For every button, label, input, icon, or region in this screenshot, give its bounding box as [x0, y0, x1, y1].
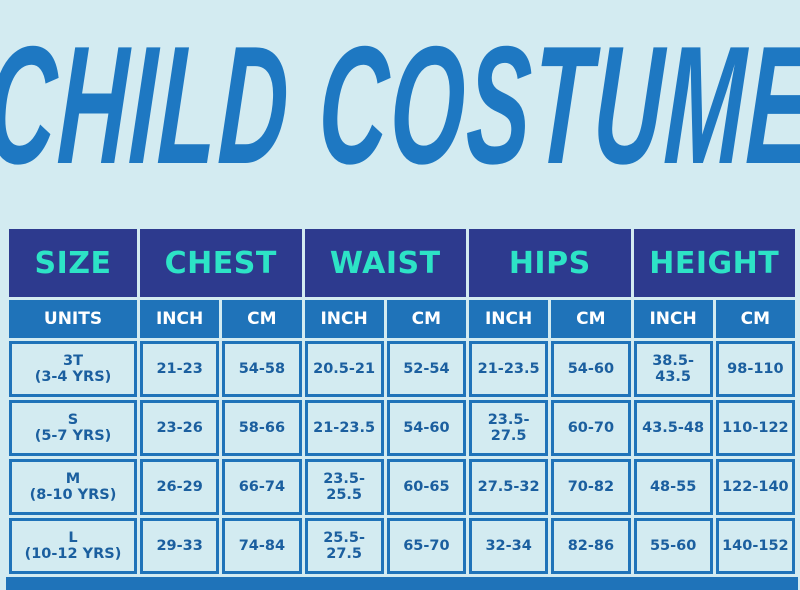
value-cell: 58-66 [222, 400, 302, 456]
size-cell: 3T (3-4 YRS) [9, 341, 137, 397]
unit-cell: INCH [304, 300, 384, 338]
header-height: HEIGHT [633, 229, 795, 297]
unit-cell: CM [386, 300, 466, 338]
value-cell: 20.5-21 [304, 341, 384, 397]
size-label: M [65, 471, 81, 487]
value-cell: 21-23 [140, 341, 220, 397]
value-cell: 110-122 [715, 400, 795, 456]
age-range: (5-7 YRS) [34, 428, 112, 444]
value-cell: 21-23.5 [304, 400, 384, 456]
value-cell: 74-84 [222, 518, 302, 574]
unit-cell: CM [222, 300, 302, 338]
unit-cell: CM [715, 300, 795, 338]
unit-cell: INCH [140, 300, 220, 338]
size-cell: S (5-7 YRS) [9, 400, 137, 456]
unit-cell: INCH [633, 300, 713, 338]
value-cell: 140-152 [715, 518, 795, 574]
value-cell: 38.5-43.5 [633, 341, 713, 397]
title-text: CHILD COSTUME [0, 12, 800, 200]
size-cell: M (8-10 YRS) [9, 459, 137, 515]
value-cell: 60-65 [386, 459, 466, 515]
value-cell: 82-86 [551, 518, 631, 574]
value-cell: 60-70 [551, 400, 631, 456]
value-cell: 21-23.5 [469, 341, 549, 397]
table-row: L (10-12 YRS) 29-33 74-84 25.5-27.5 65-70 32-3… [9, 518, 795, 574]
value-cell: 23-26 [140, 400, 220, 456]
table-row: S (5-7 YRS) 23-26 58-66 21-23.5 54-60 23.5-27.… [9, 400, 795, 456]
value-cell: 23.5-27.5 [469, 400, 549, 456]
value-cell: 54-58 [222, 341, 302, 397]
size-label: 3T [63, 353, 83, 369]
value-cell: 54-60 [551, 341, 631, 397]
value-cell: 23.5-25.5 [304, 459, 384, 515]
value-cell: 25.5-27.5 [304, 518, 384, 574]
value-cell: 29-33 [140, 518, 220, 574]
size-label: S [67, 412, 79, 428]
size-chart-table: SIZE CHEST WAIST HIPS HEIGHT UNITS INCH CM INCH C… [6, 226, 798, 577]
value-cell: 98-110 [715, 341, 795, 397]
header-waist: WAIST [304, 229, 466, 297]
header-row: SIZE CHEST WAIST HIPS HEIGHT [9, 229, 795, 297]
value-cell: 26-29 [140, 459, 220, 515]
value-cell: 32-34 [469, 518, 549, 574]
value-cell: 48-55 [633, 459, 713, 515]
value-cell: 65-70 [386, 518, 466, 574]
table-row: M (8-10 YRS) 26-29 66-74 23.5-25.5 60-65 27.5-… [9, 459, 795, 515]
value-cell: 55-60 [633, 518, 713, 574]
value-cell: 54-60 [386, 400, 466, 456]
value-cell: 122-140 [715, 459, 795, 515]
unit-cell: CM [551, 300, 631, 338]
size-cell: L (10-12 YRS) [9, 518, 137, 574]
header-size: SIZE [9, 229, 137, 297]
value-cell: 66-74 [222, 459, 302, 515]
age-range: (8-10 YRS) [29, 487, 117, 503]
value-cell: 43.5-48 [633, 400, 713, 456]
units-row: UNITS INCH CM INCH CM INCH CM INCH CM [9, 300, 795, 338]
age-range: (3-4 YRS) [34, 369, 112, 385]
unit-cell: INCH [469, 300, 549, 338]
page-title: CHILD COSTUME [0, 13, 800, 200]
value-cell: 27.5-32 [469, 459, 549, 515]
table-row: 3T (3-4 YRS) 21-23 54-58 20.5-21 52-54 21-23.5… [9, 341, 795, 397]
value-cell: 70-82 [551, 459, 631, 515]
value-cell: 52-54 [386, 341, 466, 397]
size-label: L [68, 530, 78, 546]
header-chest: CHEST [140, 229, 302, 297]
age-range: (10-12 YRS) [24, 546, 122, 562]
unit-cell: UNITS [9, 300, 137, 338]
header-hips: HIPS [469, 229, 631, 297]
